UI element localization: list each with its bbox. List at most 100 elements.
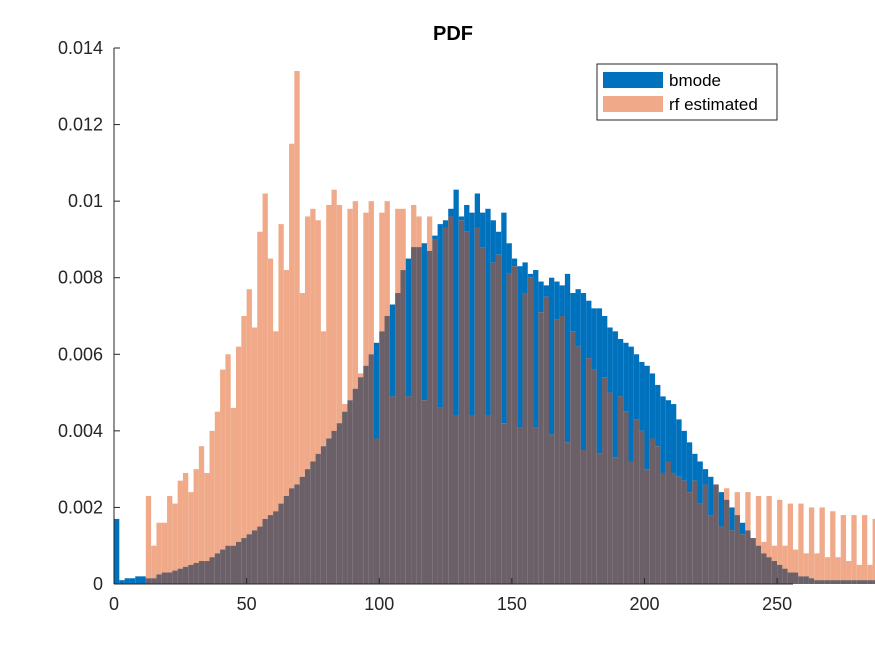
rf-estimated-bar bbox=[395, 208, 401, 294]
rf-estimated-bar bbox=[177, 480, 183, 569]
overlap-bar bbox=[331, 430, 337, 584]
overlap-bar bbox=[188, 564, 194, 584]
y-tick-label: 0.004 bbox=[58, 421, 103, 441]
rf-estimated-bar bbox=[167, 495, 173, 573]
rf-estimated-bar bbox=[830, 511, 836, 581]
overlap-bar bbox=[840, 580, 847, 584]
bmode-bar bbox=[649, 373, 656, 439]
rf-estimated-bar bbox=[368, 201, 374, 355]
overlap-bar bbox=[612, 457, 618, 584]
rf-estimated-bar bbox=[151, 545, 157, 579]
bmode-bar bbox=[739, 522, 746, 535]
bmode-bar bbox=[591, 308, 597, 370]
overlap-bar bbox=[856, 580, 862, 584]
y-tick-label: 0.014 bbox=[58, 38, 103, 58]
overlap-bar bbox=[527, 277, 534, 584]
rf-estimated-bar bbox=[299, 293, 305, 477]
overlap-bar bbox=[464, 231, 470, 584]
rf-estimated-bar bbox=[384, 201, 390, 316]
overlap-bar bbox=[336, 423, 343, 584]
overlap-bar bbox=[718, 526, 725, 584]
rf-estimated-bar bbox=[278, 224, 284, 504]
overlap-bar bbox=[607, 392, 613, 584]
rf-estimated-bar bbox=[867, 564, 873, 581]
overlap-bar bbox=[193, 562, 199, 584]
overlap-bar bbox=[681, 480, 687, 584]
overlap-bar bbox=[713, 484, 719, 584]
rf-estimated-bar bbox=[798, 503, 804, 577]
overlap-bar bbox=[246, 534, 252, 584]
bmode-bar bbox=[686, 442, 693, 493]
rf-estimated-bar bbox=[182, 472, 189, 567]
overlap-bar bbox=[543, 296, 549, 584]
overlap-bar bbox=[405, 396, 412, 584]
overlap-bar bbox=[384, 316, 390, 584]
overlap-bar bbox=[352, 388, 359, 584]
overlap-bar bbox=[803, 576, 809, 584]
x-tick-label: 50 bbox=[237, 594, 257, 614]
overlap-bar bbox=[458, 220, 465, 585]
overlap-bar bbox=[787, 572, 793, 584]
rf-estimated-bar bbox=[172, 503, 178, 571]
x-tick-label: 200 bbox=[629, 594, 659, 614]
overlap-bar bbox=[214, 553, 221, 584]
bmode-bar bbox=[623, 342, 629, 412]
overlap-bar bbox=[421, 400, 427, 584]
overlap-bar bbox=[734, 515, 740, 584]
overlap-bar bbox=[564, 442, 571, 584]
rf-estimated-bar bbox=[379, 212, 385, 332]
overlap-bar bbox=[708, 515, 714, 584]
rf-estimated-bar bbox=[411, 204, 417, 248]
bmode-bar bbox=[554, 281, 560, 320]
bmode-bar bbox=[570, 293, 576, 332]
overlap-bar bbox=[368, 354, 374, 584]
overlap-bar bbox=[289, 488, 295, 584]
rf-estimated-bar bbox=[145, 495, 152, 579]
overlap-bar bbox=[750, 538, 756, 584]
overlap-bar bbox=[442, 227, 449, 584]
y-tick-label: 0.002 bbox=[58, 497, 103, 517]
overlap-bar bbox=[474, 227, 481, 584]
overlap-bar bbox=[702, 484, 709, 584]
rf-estimated-bar bbox=[251, 327, 258, 531]
overlap-bar bbox=[861, 580, 868, 584]
overlap-bar bbox=[755, 545, 762, 584]
overlap-bar bbox=[586, 358, 592, 584]
overlap-bar bbox=[766, 557, 772, 584]
rf-estimated-bar bbox=[745, 492, 751, 531]
overlap-bar bbox=[373, 438, 380, 584]
rf-estimated-bar bbox=[236, 346, 242, 542]
overlap-bar bbox=[299, 476, 305, 584]
rf-estimated-bar bbox=[358, 373, 364, 378]
bmode-bar bbox=[559, 285, 565, 316]
overlap-bar bbox=[262, 518, 268, 584]
overlap-bar bbox=[511, 266, 518, 584]
bmode-bar bbox=[596, 308, 603, 454]
overlap-bar bbox=[156, 574, 162, 584]
overlap-bar bbox=[177, 568, 183, 584]
rf-estimated-bar bbox=[289, 143, 295, 489]
bmode-bar bbox=[586, 300, 592, 359]
bmode-bar bbox=[533, 270, 539, 428]
bmode-bar bbox=[708, 476, 714, 516]
overlap-bar bbox=[437, 407, 443, 584]
overlap-bar bbox=[161, 572, 168, 584]
bmode-bar bbox=[421, 243, 427, 401]
overlap-bar bbox=[241, 538, 247, 584]
overlap-bar bbox=[389, 396, 396, 584]
overlap-bar bbox=[782, 568, 788, 584]
overlap-bar bbox=[225, 545, 231, 584]
bmode-bar bbox=[617, 338, 624, 397]
bmode-bar bbox=[655, 384, 661, 447]
rf-estimated-bar bbox=[363, 212, 369, 366]
overlap-bar bbox=[686, 492, 693, 584]
y-tick-label: 0.012 bbox=[58, 115, 103, 135]
rf-estimated-bar bbox=[400, 208, 406, 271]
legend: bmode rf estimated bbox=[596, 63, 778, 121]
rf-estimated-bar bbox=[294, 70, 300, 485]
overlap-bar bbox=[273, 511, 279, 584]
bmode-bar bbox=[665, 400, 671, 462]
overlap-bar bbox=[851, 580, 857, 584]
rf-estimated-bar bbox=[257, 231, 263, 527]
rf-estimated-bar bbox=[193, 469, 199, 563]
